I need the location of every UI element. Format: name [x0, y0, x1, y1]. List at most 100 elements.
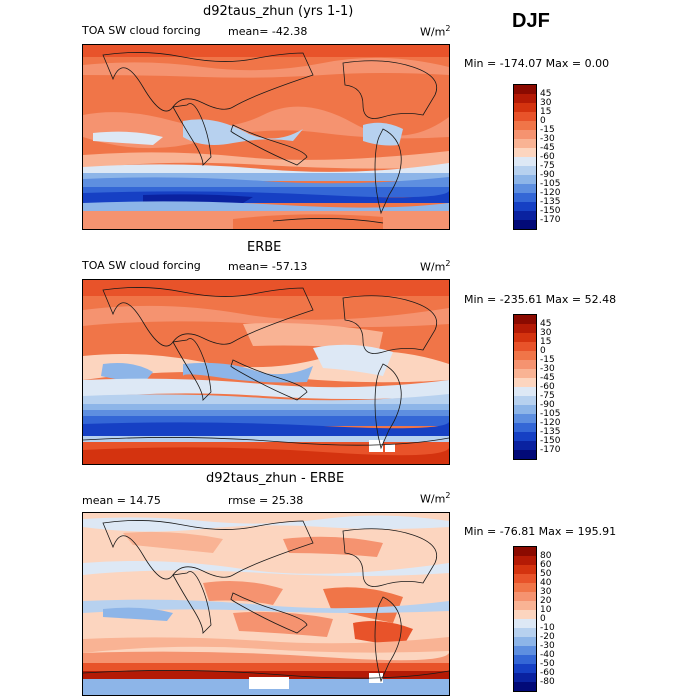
colorbar-tick-label: -135	[540, 196, 561, 207]
colorbar-swatch	[514, 610, 536, 619]
colorbar-swatch	[514, 360, 536, 369]
panel1-mean: mean= -42.38	[228, 25, 308, 38]
colorbar-tick-label: -30	[540, 640, 555, 651]
panel3-minmax: Min = -76.81 Max = 195.91	[464, 525, 617, 538]
panel3-title: d92taus_zhun - ERBE	[206, 471, 345, 486]
colorbar-swatch	[514, 673, 536, 682]
colorbar-swatch	[514, 315, 536, 324]
colorbar-tick-label: -75	[540, 160, 555, 171]
colorbar-tick-label: 50	[540, 568, 552, 579]
colorbar-swatch	[514, 333, 536, 342]
colorbar-swatch	[514, 423, 536, 432]
colorbar-swatch	[514, 601, 536, 610]
panel1-colorbar-fill	[514, 85, 536, 229]
colorbar-tick-label: -170	[540, 214, 561, 225]
colorbar-swatch	[514, 441, 536, 450]
colorbar-tick-label: -60	[540, 381, 555, 392]
colorbar-tick-label: 30	[540, 97, 552, 108]
colorbar-tick-label: 80	[540, 550, 552, 561]
colorbar-tick-label: -10	[540, 622, 555, 633]
panel2-colorbar	[513, 314, 537, 460]
colorbar-swatch	[514, 565, 536, 574]
colorbar-tick-label: -30	[540, 133, 555, 144]
colorbar-tick-label: 30	[540, 327, 552, 338]
colorbar-swatch	[514, 175, 536, 184]
colorbar-swatch	[514, 324, 536, 333]
colorbar-swatch	[514, 202, 536, 211]
panel2-units: W/m2	[420, 259, 451, 274]
colorbar-tick-label: -105	[540, 408, 561, 419]
colorbar-tick-label: -105	[540, 178, 561, 189]
colorbar-tick-label: -120	[540, 187, 561, 198]
colorbar-swatch	[514, 148, 536, 157]
colorbar-tick-label: 45	[540, 318, 552, 329]
colorbar-swatch	[514, 556, 536, 565]
colorbar-swatch	[514, 342, 536, 351]
colorbar-tick-label: -60	[540, 667, 555, 678]
panel1-title: d92taus_zhun (yrs 1-1)	[203, 4, 354, 19]
colorbar-tick-label: 0	[540, 345, 546, 356]
colorbar-swatch	[514, 85, 536, 94]
colorbar-swatch	[514, 378, 536, 387]
panel1-left-label: TOA SW cloud forcing	[82, 24, 201, 37]
colorbar-swatch	[514, 387, 536, 396]
panel2-title: ERBE	[247, 240, 282, 255]
colorbar-tick-label: 15	[540, 106, 552, 117]
panel3-colorbar	[513, 546, 537, 692]
colorbar-tick-label: -75	[540, 390, 555, 401]
colorbar-swatch	[514, 139, 536, 148]
panel1-minmax: Min = -174.07 Max = 0.00	[464, 57, 610, 70]
colorbar-tick-label: -120	[540, 417, 561, 428]
colorbar-swatch	[514, 637, 536, 646]
colorbar-tick-label: 60	[540, 559, 552, 570]
colorbar-tick-label: -170	[540, 444, 561, 455]
panel3-mean: mean = 14.75	[82, 494, 161, 507]
colorbar-tick-label: 45	[540, 88, 552, 99]
colorbar-swatch	[514, 664, 536, 673]
colorbar-swatch	[514, 184, 536, 193]
colorbar-swatch	[514, 655, 536, 664]
panel3-colorbar-fill	[514, 547, 536, 691]
colorbar-swatch	[514, 414, 536, 423]
colorbar-swatch	[514, 432, 536, 441]
colorbar-swatch	[514, 103, 536, 112]
colorbar-tick-label: -150	[540, 435, 561, 446]
colorbar-swatch	[514, 592, 536, 601]
colorbar-tick-label: 0	[540, 613, 546, 624]
panel2-mean: mean= -57.13	[228, 260, 308, 273]
colorbar-swatch	[514, 682, 536, 691]
colorbar-tick-label: -30	[540, 363, 555, 374]
colorbar-tick-label: -15	[540, 354, 555, 365]
colorbar-swatch	[514, 351, 536, 360]
colorbar-swatch	[514, 166, 536, 175]
colorbar-swatch	[514, 583, 536, 592]
colorbar-swatch	[514, 121, 536, 130]
colorbar-swatch	[514, 193, 536, 202]
colorbar-tick-label: 30	[540, 586, 552, 597]
panel2-left-label: TOA SW cloud forcing	[82, 259, 201, 272]
colorbar-tick-label: -45	[540, 142, 555, 153]
panel1-colorbar	[513, 84, 537, 230]
panel2-map	[82, 279, 450, 465]
colorbar-tick-label: 40	[540, 577, 552, 588]
colorbar-swatch	[514, 547, 536, 556]
colorbar-swatch	[514, 646, 536, 655]
colorbar-swatch	[514, 450, 536, 459]
colorbar-swatch	[514, 574, 536, 583]
colorbar-tick-label: -45	[540, 372, 555, 383]
colorbar-tick-label: -90	[540, 399, 555, 410]
colorbar-swatch	[514, 112, 536, 121]
colorbar-swatch	[514, 220, 536, 229]
colorbar-tick-label: 0	[540, 115, 546, 126]
colorbar-tick-label: -80	[540, 676, 555, 687]
colorbar-tick-label: -20	[540, 631, 555, 642]
colorbar-tick-label: 10	[540, 604, 552, 615]
colorbar-swatch	[514, 619, 536, 628]
colorbar-swatch	[514, 211, 536, 220]
colorbar-swatch	[514, 628, 536, 637]
colorbar-swatch	[514, 157, 536, 166]
colorbar-swatch	[514, 369, 536, 378]
panel1-units: W/m2	[420, 24, 451, 39]
colorbar-tick-label: -150	[540, 205, 561, 216]
colorbar-tick-label: -60	[540, 151, 555, 162]
